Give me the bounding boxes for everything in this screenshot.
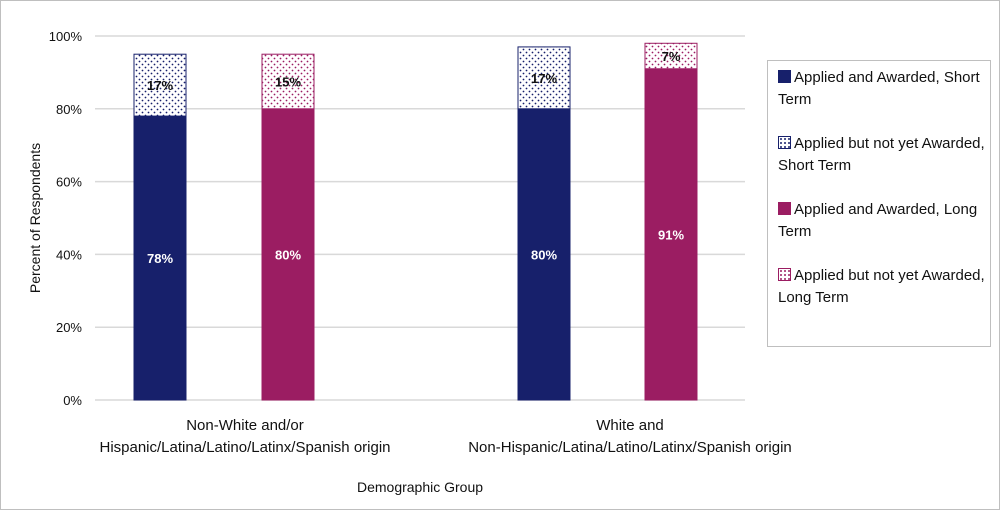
category-label-1-line-1: Non-White and/or — [186, 417, 304, 434]
legend-label: Applied and Awarded, Short Term — [778, 69, 980, 108]
legend-item-pending-short: Applied but not yet Awarded, Short Term — [778, 133, 988, 177]
legend-item-awarded-long: Applied and Awarded, Long Term — [778, 199, 988, 243]
bar-long-solid-2 — [644, 68, 698, 401]
legend-label: Applied and Awarded, Long Term — [778, 201, 978, 240]
bar-short-dotted-2 — [517, 46, 571, 110]
data-label: 78% — [147, 251, 173, 266]
y-tick-label: 0% — [63, 393, 82, 408]
data-label: 15% — [275, 75, 301, 90]
legend-item-awarded-short: Applied and Awarded, Short Term — [778, 67, 988, 111]
y-tick-label: 80% — [56, 102, 82, 117]
category-label-1-line-2: Hispanic/Latina/Latino/Latinx/Spanish or… — [99, 439, 390, 456]
data-label: 80% — [275, 247, 301, 262]
y-tick-label: 60% — [56, 175, 82, 190]
x-axis-label: Demographic Group — [357, 479, 483, 495]
legend-swatch-dotted-navy — [778, 136, 791, 149]
data-label: 91% — [658, 227, 684, 242]
y-axis-label: Percent of Respondents — [27, 143, 43, 293]
bar-long-dotted-1 — [261, 53, 315, 110]
legend-label: Applied but not yet Awarded, Long Term — [778, 267, 985, 306]
bar-short-solid-2 — [517, 108, 571, 401]
bar-long-dotted-2 — [644, 42, 698, 70]
data-label: 7% — [662, 49, 681, 64]
y-tick-label: 20% — [56, 320, 82, 335]
legend-item-pending-long: Applied but not yet Awarded, Long Term — [778, 265, 988, 309]
legend-swatch-solid-magenta — [778, 202, 791, 215]
category-label-2-line-1: White and — [596, 417, 664, 434]
data-label: 17% — [531, 71, 557, 86]
y-tick-label: 100% — [49, 29, 83, 44]
data-label: 80% — [531, 247, 557, 262]
y-tick-label: 40% — [56, 247, 82, 262]
legend-swatch-solid-navy — [778, 70, 791, 83]
data-label: 17% — [147, 78, 173, 93]
legend: Applied and Awarded, Short Term Applied … — [767, 60, 991, 347]
bar-long-solid-1 — [261, 108, 315, 401]
bar-short-solid-1 — [133, 115, 187, 401]
legend-label: Applied but not yet Awarded, Short Term — [778, 135, 985, 174]
legend-swatch-dotted-magenta — [778, 268, 791, 281]
bar-short-dotted-1 — [133, 53, 187, 117]
category-label-2-line-2: Non-Hispanic/Latina/Latino/Latinx/Spanis… — [468, 439, 792, 456]
